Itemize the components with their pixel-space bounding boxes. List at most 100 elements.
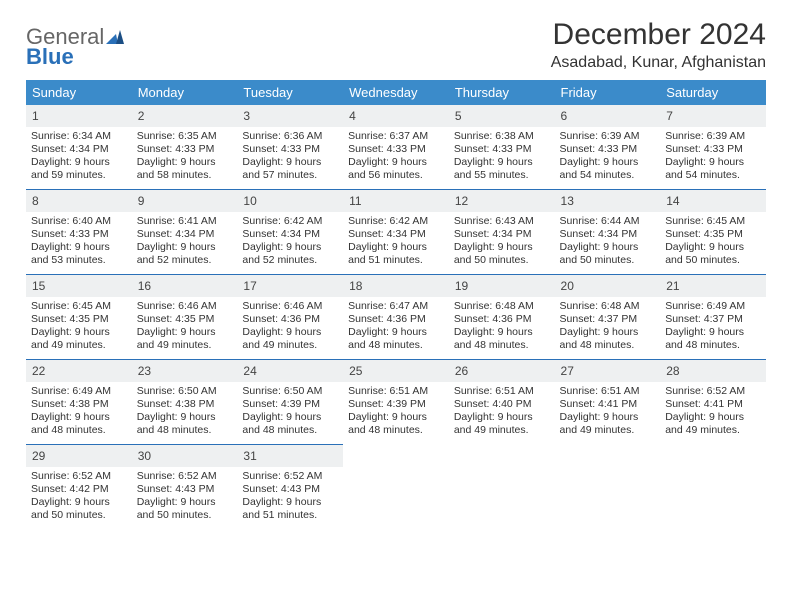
weekday-header: Monday	[132, 80, 238, 105]
day-number: 25	[343, 359, 449, 382]
calendar-cell: 31Sunrise: 6:52 AMSunset: 4:43 PMDayligh…	[237, 444, 343, 529]
day-details: Sunrise: 6:52 AMSunset: 4:43 PMDaylight:…	[132, 467, 238, 529]
day-details: Sunrise: 6:51 AMSunset: 4:40 PMDaylight:…	[449, 382, 555, 444]
day-number: 28	[660, 359, 766, 382]
day-details: Sunrise: 6:50 AMSunset: 4:38 PMDaylight:…	[132, 382, 238, 444]
day-details: Sunrise: 6:49 AMSunset: 4:37 PMDaylight:…	[660, 297, 766, 359]
weekday-header: Thursday	[449, 80, 555, 105]
calendar-cell: 4Sunrise: 6:37 AMSunset: 4:33 PMDaylight…	[343, 105, 449, 189]
day-details: Sunrise: 6:46 AMSunset: 4:36 PMDaylight:…	[237, 297, 343, 359]
day-number: 12	[449, 189, 555, 212]
day-details: Sunrise: 6:48 AMSunset: 4:37 PMDaylight:…	[555, 297, 661, 359]
calendar-cell: 14Sunrise: 6:45 AMSunset: 4:35 PMDayligh…	[660, 189, 766, 274]
day-details: Sunrise: 6:46 AMSunset: 4:35 PMDaylight:…	[132, 297, 238, 359]
page-title: December 2024	[551, 18, 766, 52]
weekday-header: Wednesday	[343, 80, 449, 105]
day-number: 24	[237, 359, 343, 382]
day-details: Sunrise: 6:48 AMSunset: 4:36 PMDaylight:…	[449, 297, 555, 359]
calendar-cell: 5Sunrise: 6:38 AMSunset: 4:33 PMDaylight…	[449, 105, 555, 189]
weekday-header: Friday	[555, 80, 661, 105]
calendar-cell: 23Sunrise: 6:50 AMSunset: 4:38 PMDayligh…	[132, 359, 238, 444]
day-details: Sunrise: 6:40 AMSunset: 4:33 PMDaylight:…	[26, 212, 132, 274]
calendar-cell-empty	[660, 444, 766, 529]
day-number: 19	[449, 274, 555, 297]
calendar-cell: 2Sunrise: 6:35 AMSunset: 4:33 PMDaylight…	[132, 105, 238, 189]
calendar-cell: 24Sunrise: 6:50 AMSunset: 4:39 PMDayligh…	[237, 359, 343, 444]
day-number: 30	[132, 444, 238, 467]
day-number: 27	[555, 359, 661, 382]
day-details: Sunrise: 6:39 AMSunset: 4:33 PMDaylight:…	[555, 127, 661, 189]
day-details: Sunrise: 6:52 AMSunset: 4:43 PMDaylight:…	[237, 467, 343, 529]
day-details: Sunrise: 6:34 AMSunset: 4:34 PMDaylight:…	[26, 127, 132, 189]
day-details: Sunrise: 6:35 AMSunset: 4:33 PMDaylight:…	[132, 127, 238, 189]
day-number: 14	[660, 189, 766, 212]
calendar-cell: 16Sunrise: 6:46 AMSunset: 4:35 PMDayligh…	[132, 274, 238, 359]
day-details: Sunrise: 6:52 AMSunset: 4:41 PMDaylight:…	[660, 382, 766, 444]
calendar-cell: 11Sunrise: 6:42 AMSunset: 4:34 PMDayligh…	[343, 189, 449, 274]
calendar-cell: 26Sunrise: 6:51 AMSunset: 4:40 PMDayligh…	[449, 359, 555, 444]
calendar-cell: 25Sunrise: 6:51 AMSunset: 4:39 PMDayligh…	[343, 359, 449, 444]
day-details: Sunrise: 6:50 AMSunset: 4:39 PMDaylight:…	[237, 382, 343, 444]
day-details: Sunrise: 6:37 AMSunset: 4:33 PMDaylight:…	[343, 127, 449, 189]
day-details: Sunrise: 6:39 AMSunset: 4:33 PMDaylight:…	[660, 127, 766, 189]
day-details: Sunrise: 6:42 AMSunset: 4:34 PMDaylight:…	[237, 212, 343, 274]
day-number: 22	[26, 359, 132, 382]
day-number: 18	[343, 274, 449, 297]
day-number: 2	[132, 105, 238, 127]
day-number: 6	[555, 105, 661, 127]
calendar-cell: 15Sunrise: 6:45 AMSunset: 4:35 PMDayligh…	[26, 274, 132, 359]
day-number: 5	[449, 105, 555, 127]
day-details: Sunrise: 6:38 AMSunset: 4:33 PMDaylight:…	[449, 127, 555, 189]
day-number: 21	[660, 274, 766, 297]
calendar-cell: 3Sunrise: 6:36 AMSunset: 4:33 PMDaylight…	[237, 105, 343, 189]
day-number: 11	[343, 189, 449, 212]
day-number: 31	[237, 444, 343, 467]
location-subtitle: Asadabad, Kunar, Afghanistan	[551, 54, 766, 72]
day-details: Sunrise: 6:51 AMSunset: 4:41 PMDaylight:…	[555, 382, 661, 444]
day-details: Sunrise: 6:41 AMSunset: 4:34 PMDaylight:…	[132, 212, 238, 274]
calendar-cell: 30Sunrise: 6:52 AMSunset: 4:43 PMDayligh…	[132, 444, 238, 529]
day-details: Sunrise: 6:49 AMSunset: 4:38 PMDaylight:…	[26, 382, 132, 444]
day-number: 1	[26, 105, 132, 127]
calendar-cell: 22Sunrise: 6:49 AMSunset: 4:38 PMDayligh…	[26, 359, 132, 444]
calendar-cell: 21Sunrise: 6:49 AMSunset: 4:37 PMDayligh…	[660, 274, 766, 359]
day-number: 10	[237, 189, 343, 212]
calendar-table: SundayMondayTuesdayWednesdayThursdayFrid…	[26, 80, 766, 529]
day-number: 9	[132, 189, 238, 212]
day-number: 4	[343, 105, 449, 127]
calendar-cell: 17Sunrise: 6:46 AMSunset: 4:36 PMDayligh…	[237, 274, 343, 359]
day-details: Sunrise: 6:36 AMSunset: 4:33 PMDaylight:…	[237, 127, 343, 189]
day-number: 16	[132, 274, 238, 297]
day-details: Sunrise: 6:43 AMSunset: 4:34 PMDaylight:…	[449, 212, 555, 274]
day-number: 26	[449, 359, 555, 382]
calendar-cell: 27Sunrise: 6:51 AMSunset: 4:41 PMDayligh…	[555, 359, 661, 444]
day-details: Sunrise: 6:45 AMSunset: 4:35 PMDaylight:…	[26, 297, 132, 359]
brand-logo: General Blue	[26, 24, 124, 67]
day-number: 29	[26, 444, 132, 467]
day-details: Sunrise: 6:45 AMSunset: 4:35 PMDaylight:…	[660, 212, 766, 274]
day-details: Sunrise: 6:42 AMSunset: 4:34 PMDaylight:…	[343, 212, 449, 274]
calendar-cell-empty	[449, 444, 555, 529]
calendar-cell: 13Sunrise: 6:44 AMSunset: 4:34 PMDayligh…	[555, 189, 661, 274]
weekday-header: Tuesday	[237, 80, 343, 105]
logo-icon	[106, 27, 124, 47]
day-number: 17	[237, 274, 343, 297]
day-number: 20	[555, 274, 661, 297]
day-number: 15	[26, 274, 132, 297]
weekday-header: Sunday	[26, 80, 132, 105]
day-details: Sunrise: 6:44 AMSunset: 4:34 PMDaylight:…	[555, 212, 661, 274]
day-number: 8	[26, 189, 132, 212]
calendar-cell: 1Sunrise: 6:34 AMSunset: 4:34 PMDaylight…	[26, 105, 132, 189]
calendar-cell: 9Sunrise: 6:41 AMSunset: 4:34 PMDaylight…	[132, 189, 238, 274]
calendar-cell: 12Sunrise: 6:43 AMSunset: 4:34 PMDayligh…	[449, 189, 555, 274]
day-number: 7	[660, 105, 766, 127]
calendar-cell: 7Sunrise: 6:39 AMSunset: 4:33 PMDaylight…	[660, 105, 766, 189]
calendar-cell: 29Sunrise: 6:52 AMSunset: 4:42 PMDayligh…	[26, 444, 132, 529]
day-details: Sunrise: 6:52 AMSunset: 4:42 PMDaylight:…	[26, 467, 132, 529]
day-number: 13	[555, 189, 661, 212]
calendar-cell: 18Sunrise: 6:47 AMSunset: 4:36 PMDayligh…	[343, 274, 449, 359]
calendar-cell-empty	[343, 444, 449, 529]
calendar-cell: 19Sunrise: 6:48 AMSunset: 4:36 PMDayligh…	[449, 274, 555, 359]
day-details: Sunrise: 6:51 AMSunset: 4:39 PMDaylight:…	[343, 382, 449, 444]
calendar-cell: 8Sunrise: 6:40 AMSunset: 4:33 PMDaylight…	[26, 189, 132, 274]
